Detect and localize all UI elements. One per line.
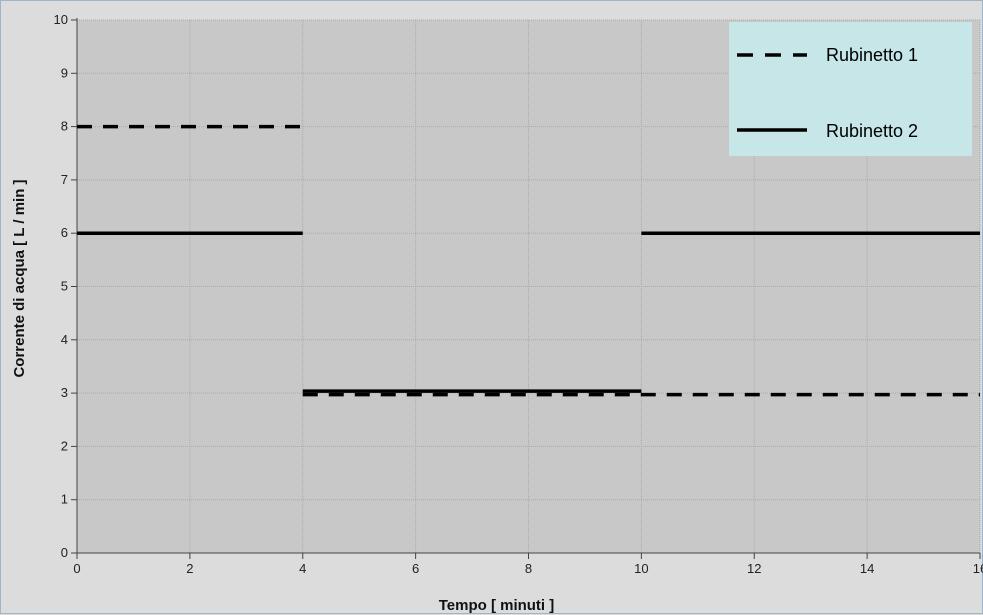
series-layer <box>77 124 980 397</box>
x-tick-label: 4 <box>299 561 306 576</box>
x-tick-label: 0 <box>73 561 80 576</box>
y-tick-label: 10 <box>54 12 68 27</box>
legend: Rubinetto 1 Rubinetto 2 <box>729 22 972 156</box>
y-tick-label: 8 <box>61 119 68 134</box>
x-tick-label: 10 <box>634 561 648 576</box>
x-tick-label: 8 <box>525 561 532 576</box>
y-tick-label: 3 <box>61 385 68 400</box>
x-tick-label: 16 <box>973 561 983 576</box>
x-tick-label: 14 <box>860 561 874 576</box>
x-tick-label: 2 <box>186 561 193 576</box>
y-tick-label: 7 <box>61 172 68 187</box>
y-tick-label: 2 <box>61 438 68 453</box>
x-tick-label: 12 <box>747 561 761 576</box>
y-axis-title: Corrente di acqua [ L / min ] <box>11 179 28 377</box>
y-tick-label: 1 <box>61 492 68 507</box>
legend-label-rubinetto-1: Rubinetto 1 <box>826 45 918 65</box>
y-tick-label: 4 <box>61 332 68 347</box>
y-tick-label: 0 <box>61 545 68 560</box>
y-tick-label: 6 <box>61 225 68 240</box>
legend-box <box>729 22 972 156</box>
y-tick-label: 5 <box>61 279 68 294</box>
x-axis-title: Tempo [ minuti ] <box>439 597 555 614</box>
x-tick-label: 6 <box>412 561 419 576</box>
legend-label-rubinetto-2: Rubinetto 2 <box>826 121 918 141</box>
axes: 0123456789100246810121416 <box>54 12 983 576</box>
y-tick-label: 9 <box>61 65 68 80</box>
